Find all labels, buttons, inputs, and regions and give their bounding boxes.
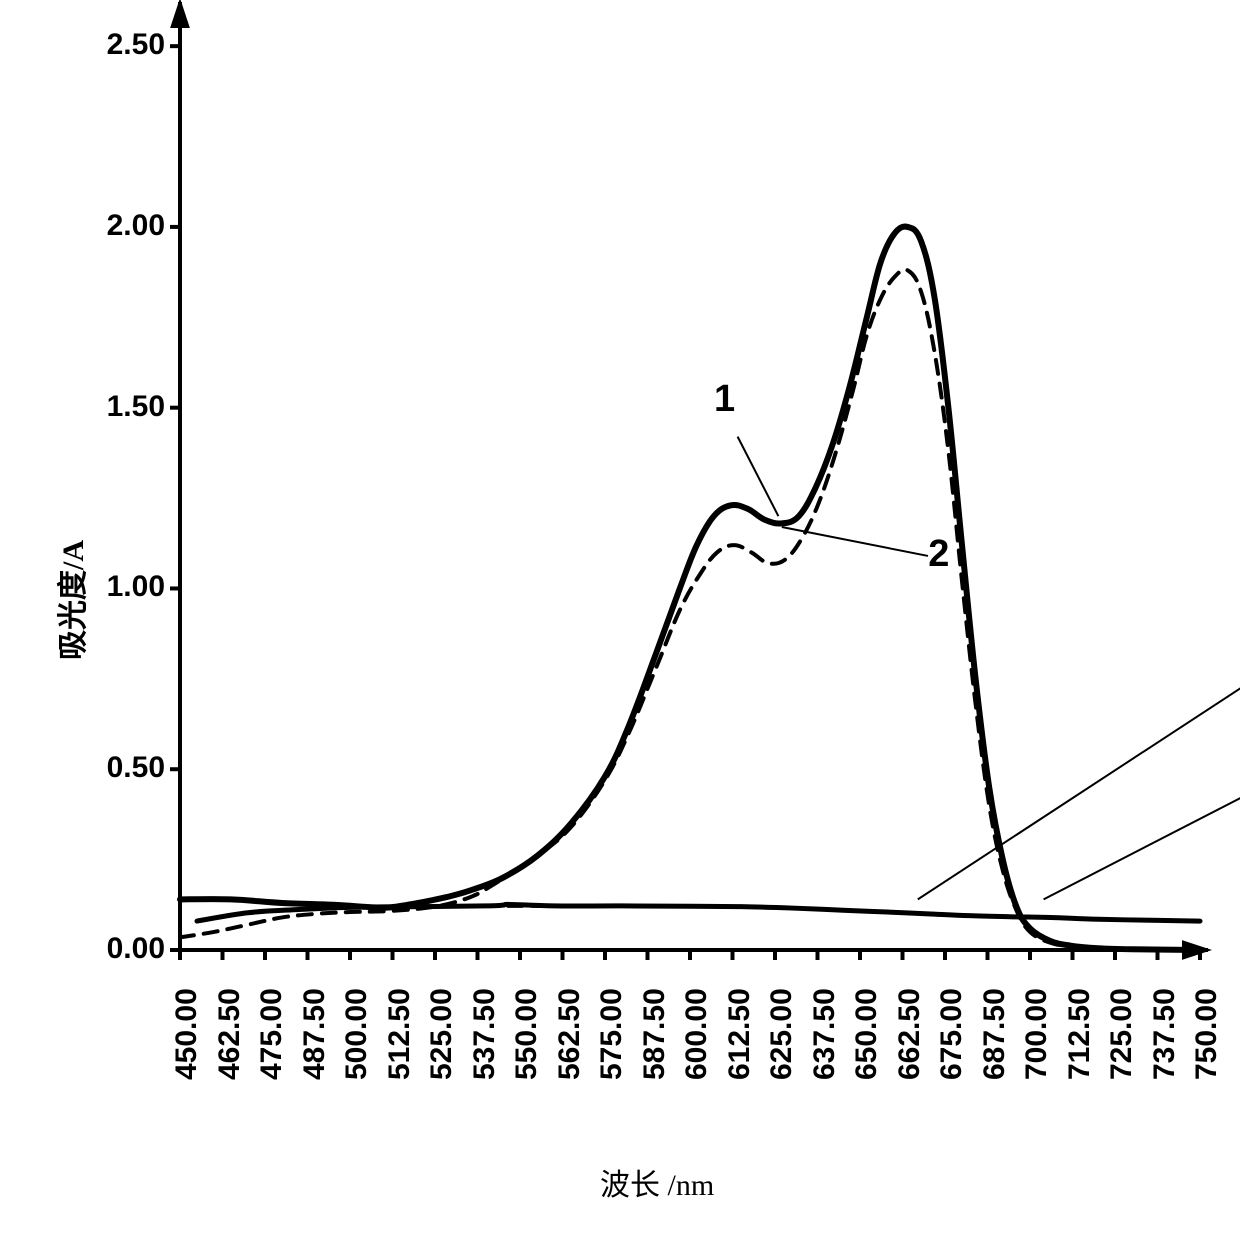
y-tick-label: 1.00 — [75, 570, 165, 604]
x-tick-label: 650.00 — [850, 988, 884, 1080]
x-tick-label: 687.50 — [978, 988, 1012, 1080]
x-tick-label: 637.50 — [808, 988, 842, 1080]
x-tick-label: 750.00 — [1190, 988, 1224, 1080]
x-tick-label: 612.50 — [723, 988, 757, 1080]
y-tick-label: 2.50 — [75, 28, 165, 62]
series-label-2: 2 — [928, 533, 949, 576]
series-2 — [180, 270, 1200, 950]
x-tick-label: 500.00 — [340, 988, 374, 1080]
x-tick-label: 662.50 — [893, 988, 927, 1080]
absorbance-spectrum-chart: 吸光度/A 波长 /nm 0.000.501.001.502.002.50 45… — [0, 0, 1240, 1256]
x-tick-label: 575.00 — [595, 988, 629, 1080]
x-tick-label: 600.00 — [680, 988, 714, 1080]
x-tick-label: 512.50 — [383, 988, 417, 1080]
x-tick-label: 587.50 — [638, 988, 672, 1080]
x-tick-label: 525.00 — [425, 988, 459, 1080]
y-tick-label: 0.50 — [75, 751, 165, 785]
x-tick-label: 625.00 — [765, 988, 799, 1080]
x-tick-label: 675.00 — [935, 988, 969, 1080]
x-tick-label: 487.50 — [298, 988, 332, 1080]
x-tick-label: 550.00 — [510, 988, 544, 1080]
y-tick-label: 1.50 — [75, 390, 165, 424]
x-axis-label: 波长 /nm — [600, 1160, 714, 1204]
y-tick-label: 2.00 — [75, 209, 165, 243]
y-tick-label: 0.00 — [75, 932, 165, 966]
x-tick-label: 537.50 — [468, 988, 502, 1080]
x-tick-label: 475.00 — [255, 988, 289, 1080]
series-label-1: 1 — [714, 378, 735, 421]
x-tick-label: 562.50 — [553, 988, 587, 1080]
x-tick-label: 450.00 — [170, 988, 204, 1080]
x-tick-label: 737.50 — [1148, 988, 1182, 1080]
x-tick-label: 725.00 — [1105, 988, 1139, 1080]
x-tick-label: 462.50 — [213, 988, 247, 1080]
x-tick-label: 700.00 — [1020, 988, 1054, 1080]
x-tick-label: 712.50 — [1063, 988, 1097, 1080]
